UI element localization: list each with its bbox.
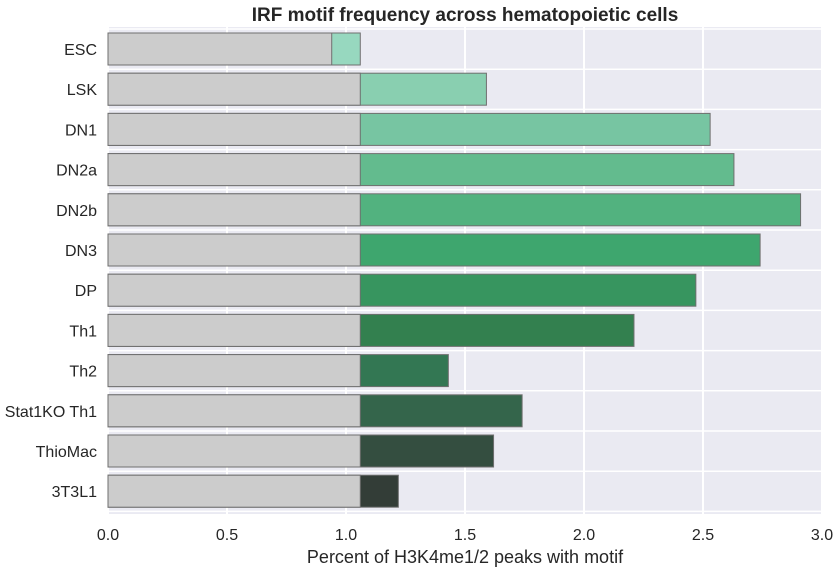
y-tick-label: ThioMac	[36, 444, 97, 461]
bar-background-dn1	[107, 112, 361, 146]
x-tick-label: 1.0	[335, 527, 357, 544]
bars	[107, 32, 802, 508]
bar-background-dn3	[107, 233, 361, 267]
x-tick-label: 0.0	[97, 527, 119, 544]
y-tick-label: ESC	[64, 42, 97, 59]
x-tick-labels: 0.0 0.5 1.0 1.5 2.0 2.5 3.0	[97, 527, 833, 544]
x-axis-label: Percent of H3K4me1/2 peaks with motif	[307, 547, 624, 567]
bar-background-3t3l1	[107, 474, 361, 508]
x-tick-label: 2.5	[692, 527, 714, 544]
x-tick-label: 1.5	[454, 527, 476, 544]
bar-background-lsk	[107, 72, 361, 106]
y-tick-label: Stat1KO Th1	[5, 404, 97, 421]
bar-background-th2	[107, 354, 361, 388]
bar-background-thiomac	[107, 434, 361, 468]
bar-background-esc	[107, 32, 333, 66]
chart-title: IRF motif frequency across hematopoietic…	[252, 5, 679, 26]
y-tick-label: Th1	[69, 323, 97, 340]
y-tick-label: DN2a	[56, 163, 97, 180]
y-tick-label: Th2	[69, 364, 97, 381]
x-tick-label: 3.0	[811, 527, 833, 544]
y-tick-label: LSK	[67, 82, 98, 99]
x-tick-label: 0.5	[216, 527, 238, 544]
y-tick-label: 3T3L1	[52, 484, 97, 501]
bar-background-dp	[107, 273, 361, 307]
bar-background-dn2b	[107, 193, 361, 227]
y-tick-label: DN3	[65, 243, 97, 260]
bar-background-th1	[107, 313, 361, 347]
y-tick-labels: ESC LSK DN1 DN2a DN2b DN3 DP Th1 Th2 Stat1KO Th1 T…	[5, 42, 98, 501]
grid-lines	[107, 27, 823, 514]
y-tick-label: DN1	[65, 122, 97, 139]
x-tick-label: 2.0	[573, 527, 595, 544]
bar-background-dn2a	[107, 153, 361, 187]
y-tick-label: DN2b	[56, 203, 97, 220]
bar-background-stat1ko-th1	[107, 394, 361, 428]
y-tick-label: DP	[75, 283, 97, 300]
